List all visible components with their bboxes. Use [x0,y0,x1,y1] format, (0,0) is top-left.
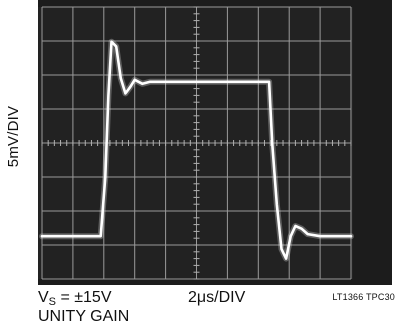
supply-voltage-condition: VS = ±15V [38,289,112,308]
x-axis-scale-label: 2μs/DIV [188,289,246,306]
y-axis-scale-label: 5mV/DIV [5,105,23,167]
gain-condition: UNITY GAIN [38,308,130,325]
figure-id: LT1366 TPC30 [332,292,395,302]
graticule-minor-ticks [41,6,352,280]
waveform-trace [40,40,353,260]
oscilloscope-screen [38,0,392,285]
